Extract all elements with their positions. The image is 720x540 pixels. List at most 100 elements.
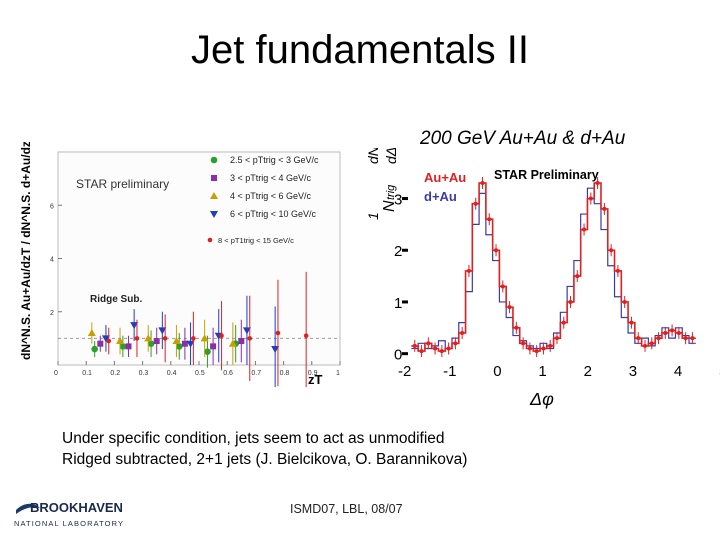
data-point bbox=[500, 284, 505, 289]
y-label-one: 1 bbox=[365, 212, 381, 220]
logo-main-text: BROOKHAVEN bbox=[30, 500, 123, 515]
caption-line-2: Ridged subtracted, 2+1 jets (J. Bielciko… bbox=[62, 451, 468, 468]
legend-label: 3 < pTtrig < 4 GeV/c bbox=[230, 173, 312, 183]
data-point bbox=[125, 343, 132, 350]
y-tick-label: 6 bbox=[50, 203, 54, 210]
legend-label: 4 < pTtrig < 6 GeV/c bbox=[230, 191, 312, 201]
left-data-marks bbox=[87, 271, 309, 387]
data-point bbox=[228, 339, 237, 347]
legend-marker bbox=[210, 192, 218, 199]
right-chart-title: STAR Preliminary bbox=[494, 168, 599, 182]
data-point bbox=[487, 217, 492, 222]
data-point bbox=[466, 268, 471, 273]
data-point bbox=[144, 334, 153, 342]
legend-marker bbox=[210, 211, 218, 218]
data-point bbox=[494, 248, 499, 253]
brookhaven-logo: BROOKHAVEN NATIONAL LABORATORY bbox=[14, 500, 124, 528]
zt-ratio-chart: 0 0.1 0.2 0.3 0.4 0.5 0.6 0.7 0.8 0.9 1 2 4 6 2.5 < p… bbox=[19, 142, 341, 387]
data-point bbox=[204, 348, 211, 355]
right-x-axis-label: Δφ bbox=[529, 389, 554, 409]
data-point bbox=[210, 343, 217, 350]
data-point bbox=[514, 325, 519, 330]
data-point bbox=[303, 333, 309, 339]
data-point bbox=[568, 299, 573, 304]
right-x-tick-label: 3 bbox=[629, 363, 637, 380]
legend-marker bbox=[207, 237, 213, 243]
y-label-dn: dN bbox=[365, 148, 381, 164]
right-x-tick-label: 0 bbox=[493, 363, 501, 380]
x-tick-label: 0.7 bbox=[251, 370, 261, 377]
right-x-tick-label: -1 bbox=[443, 363, 456, 380]
data-point bbox=[412, 343, 417, 348]
data-point bbox=[554, 336, 559, 341]
y-tick-label: 4 bbox=[50, 257, 54, 264]
y-label-trig: trig bbox=[385, 184, 397, 200]
logo-swoosh-icon bbox=[16, 503, 40, 514]
data-point bbox=[548, 343, 553, 348]
x-tick-label: 0.5 bbox=[195, 370, 205, 377]
star-preliminary-annotation: STAR preliminary bbox=[76, 177, 169, 191]
data-point bbox=[130, 322, 139, 330]
data-point bbox=[433, 346, 438, 351]
data-point bbox=[643, 343, 647, 348]
legend-marker bbox=[211, 175, 217, 181]
data-point bbox=[575, 274, 580, 279]
right-data-series bbox=[411, 177, 696, 358]
right-y-axis-label: 1 N trig dN dΔφ bbox=[365, 148, 399, 220]
data-point bbox=[181, 340, 188, 347]
data-point bbox=[419, 349, 424, 354]
right-x-tick-label: 2 bbox=[584, 363, 592, 380]
footer-conference: ISMD07, LBL, 08/07 bbox=[290, 502, 403, 516]
data-point bbox=[91, 345, 98, 353]
data-point bbox=[507, 305, 512, 310]
data-point bbox=[615, 268, 620, 273]
data-point bbox=[172, 337, 181, 345]
data-point bbox=[439, 349, 444, 354]
left-plot-frame-group bbox=[57, 151, 341, 366]
x-tick-label: 0.3 bbox=[139, 370, 149, 377]
left-y-axis-label: dN^N.S. Au+Au/dzT / dN^N.S. d+Au/dzT bbox=[19, 142, 33, 360]
data-point bbox=[426, 341, 431, 346]
data-point bbox=[247, 336, 253, 341]
right-x-tick-label: 1 bbox=[538, 363, 546, 380]
data-point bbox=[446, 346, 451, 351]
ridge-sub-label: Ridge Sub. bbox=[90, 294, 142, 305]
y-label-n: N bbox=[381, 200, 398, 212]
data-point bbox=[527, 346, 532, 351]
legend-au-au: Au+Au bbox=[424, 170, 466, 185]
data-point bbox=[147, 340, 155, 347]
data-point bbox=[101, 335, 110, 343]
data-point bbox=[636, 336, 641, 341]
data-point bbox=[595, 181, 600, 186]
x-tick-label: 0 bbox=[54, 370, 58, 377]
data-point bbox=[219, 333, 224, 339]
data-point bbox=[238, 338, 245, 345]
y-tick-label: 2 bbox=[50, 310, 54, 317]
data-point bbox=[119, 343, 127, 350]
legend-d-au: d+Au bbox=[424, 189, 457, 204]
logo-sub-text: NATIONAL LABORATORY bbox=[14, 519, 124, 528]
data-point bbox=[106, 338, 112, 344]
data-point bbox=[242, 327, 251, 335]
left-axis-ticks: 0 0.1 0.2 0.3 0.4 0.5 0.6 0.7 0.8 0.9 1 2 4 6 bbox=[50, 203, 341, 377]
data-point bbox=[473, 201, 478, 206]
data-point bbox=[561, 320, 566, 325]
data-point bbox=[670, 328, 675, 333]
data-point bbox=[116, 337, 125, 345]
x-tick-label: 0.9 bbox=[308, 370, 318, 377]
data-point bbox=[683, 336, 688, 341]
data-point bbox=[175, 343, 183, 350]
legend-marker bbox=[210, 156, 218, 164]
data-point bbox=[629, 320, 634, 325]
data-point bbox=[200, 334, 209, 342]
legend-label: 6 < pTtrig < 10 GeV/c bbox=[230, 209, 317, 219]
data-point bbox=[275, 330, 281, 336]
data-point bbox=[191, 336, 196, 341]
slide-subtitle: 200 GeV Au+Au & d+Au bbox=[420, 128, 626, 149]
slide-title: Jet fundamentals II bbox=[191, 28, 529, 72]
right-y-tick-label: 1 bbox=[394, 295, 402, 312]
data-point bbox=[186, 340, 195, 348]
data-point bbox=[588, 196, 593, 201]
data-point bbox=[534, 349, 539, 354]
